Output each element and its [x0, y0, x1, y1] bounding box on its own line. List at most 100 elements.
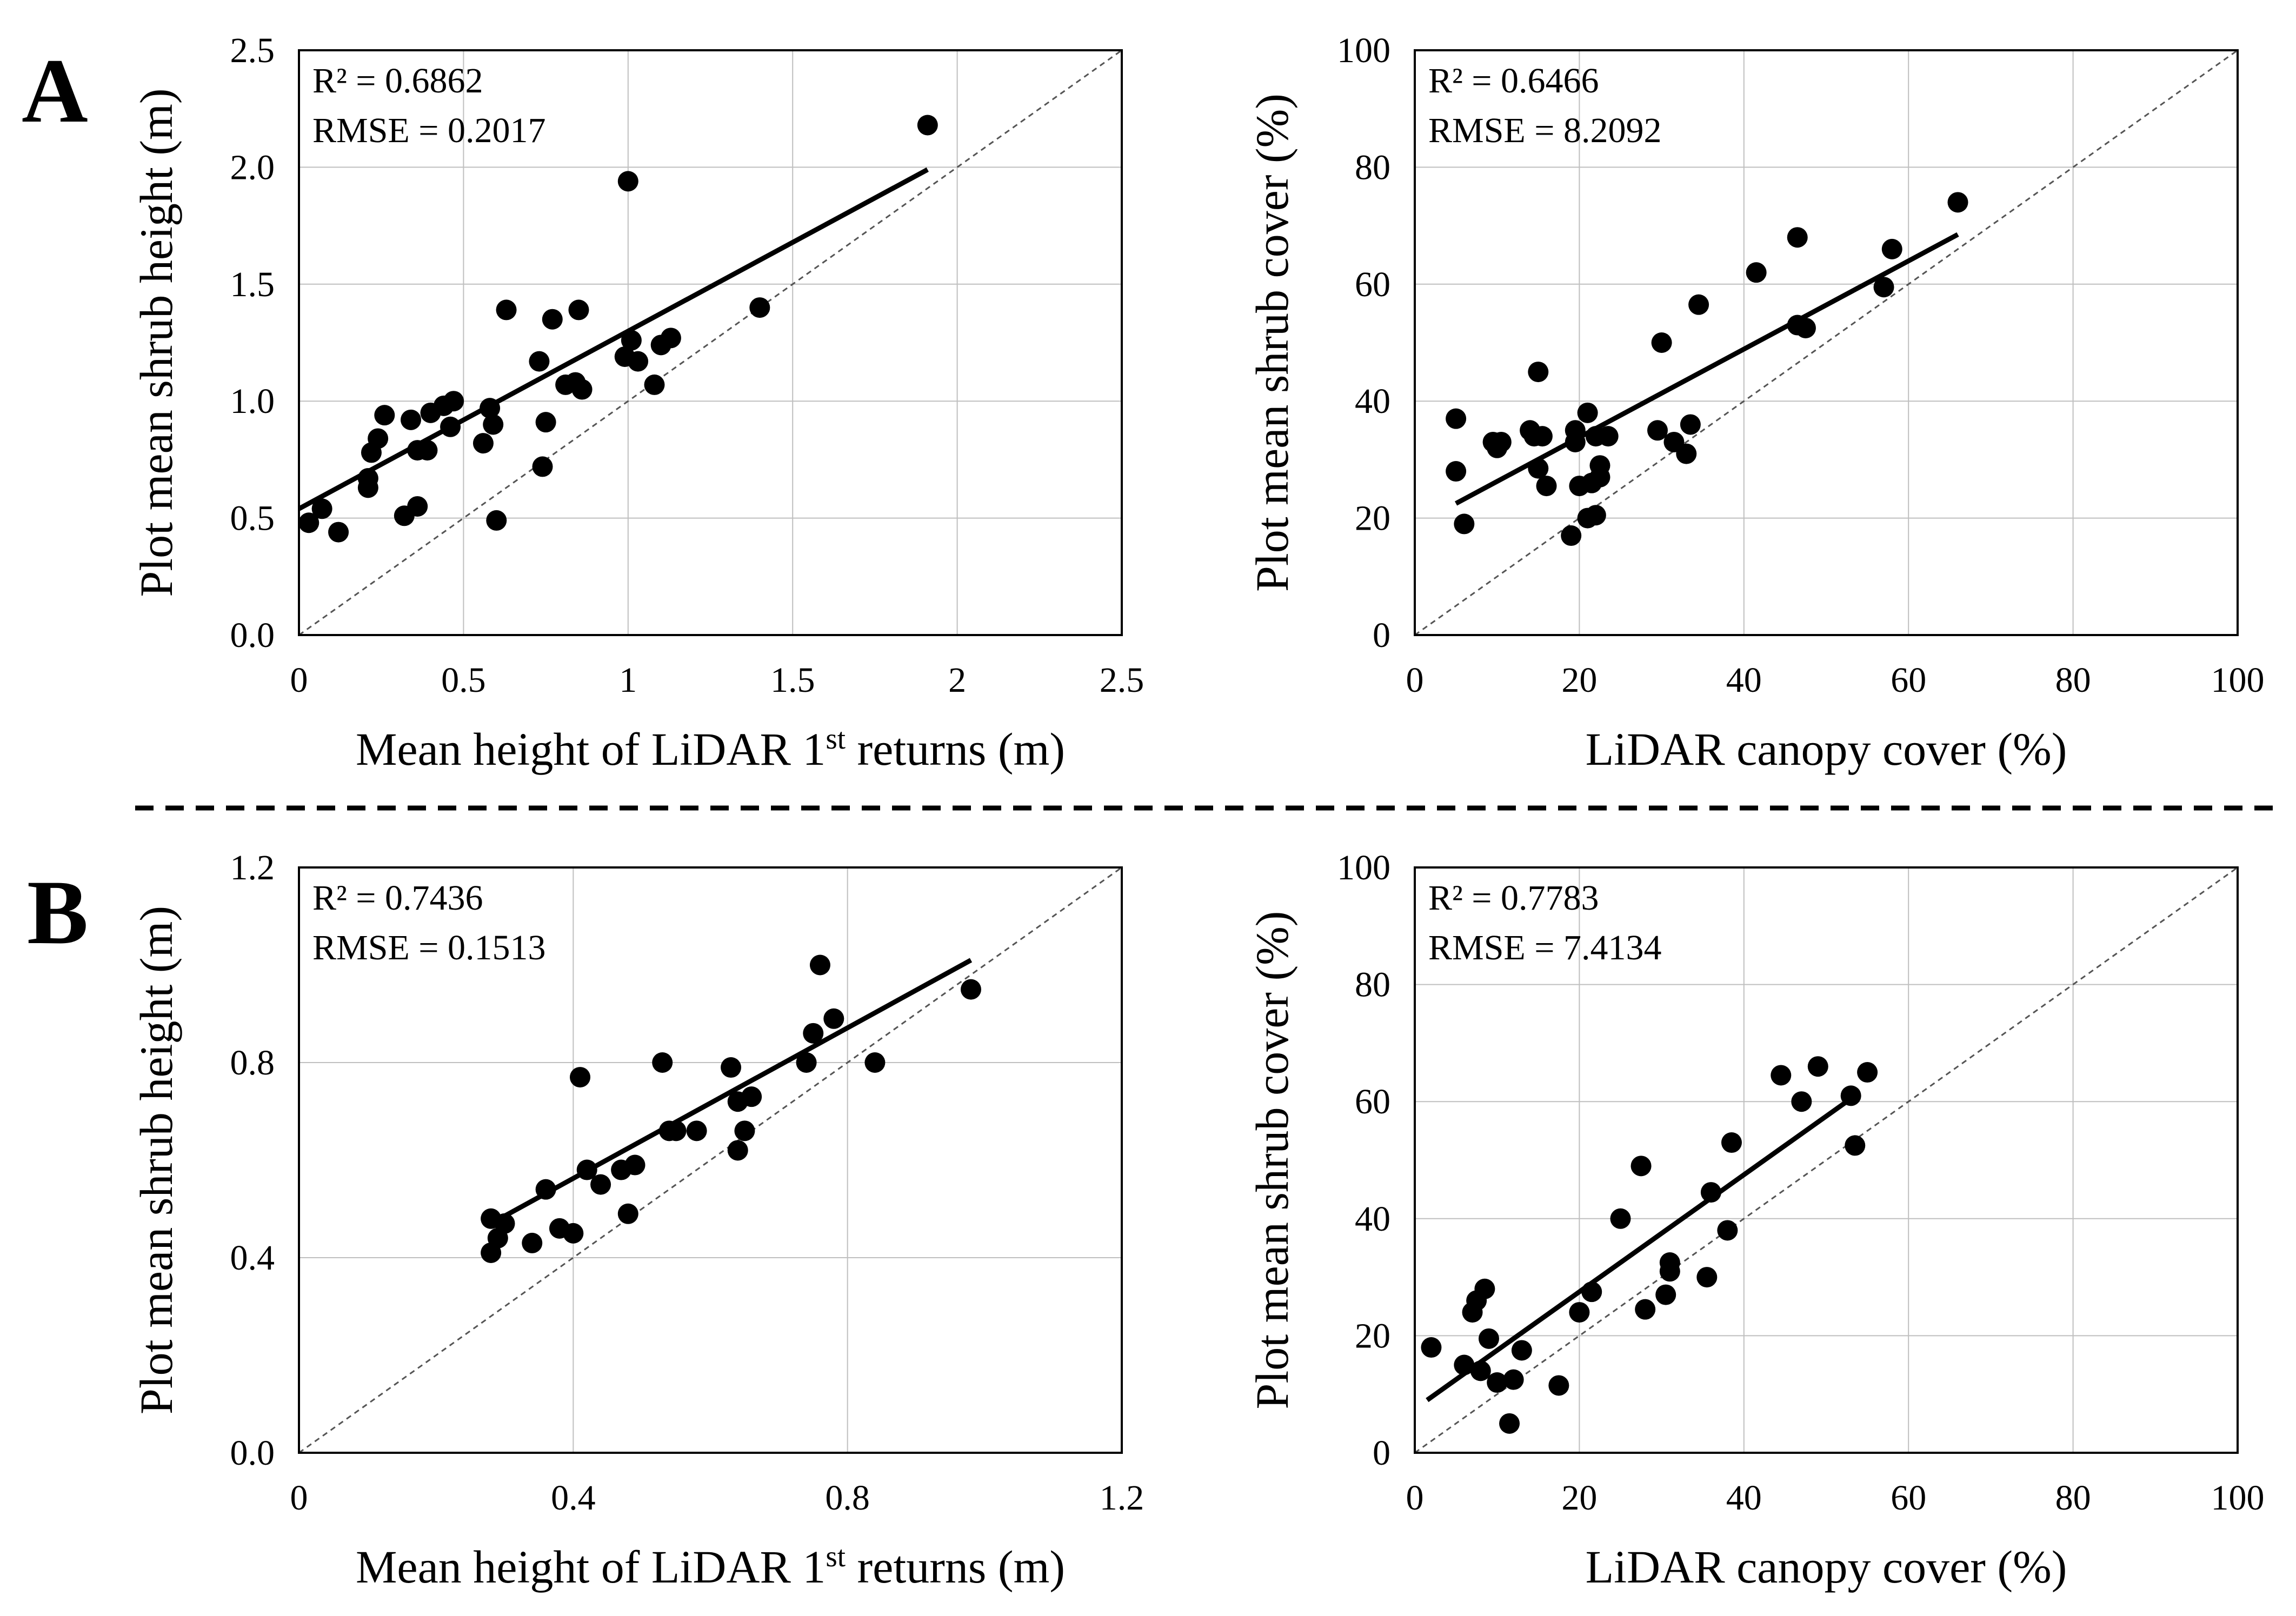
x-tick-label: 100: [2211, 1478, 2265, 1518]
identity-line: [298, 49, 1122, 636]
data-point: [1499, 1413, 1520, 1434]
data-point: [1565, 420, 1586, 441]
y-tick-label: 60: [1355, 1082, 1390, 1121]
regression-line: [1426, 1093, 1856, 1403]
data-point: [529, 351, 550, 372]
panel-label-b: B: [27, 862, 88, 963]
data-point: [535, 1179, 556, 1200]
y-tick-label: 0: [1373, 1433, 1390, 1473]
data-point: [617, 1203, 638, 1224]
r-squared-label: R² = 0.7783: [1428, 878, 1599, 918]
data-point: [535, 412, 556, 433]
data-point: [1528, 458, 1549, 479]
x-tick-label: 20: [1561, 1478, 1597, 1518]
data-point: [1548, 1375, 1569, 1396]
data-point: [483, 414, 504, 435]
data-point: [809, 954, 830, 976]
data-point: [1947, 192, 1968, 213]
chart-b-shrub-height: 0 0.4 0.8 1.2 0.0 0.4 0.8 1.2 R² = 0.7436 RMSE = …: [130, 848, 1144, 1593]
y-tick-label: 40: [1355, 382, 1390, 421]
data-point: [1610, 1208, 1631, 1229]
data-point: [803, 1023, 824, 1044]
data-point: [1746, 262, 1767, 283]
x-tick-label: 1.5: [770, 660, 815, 700]
data-point: [1421, 1337, 1442, 1358]
data-point: [570, 1067, 591, 1088]
data-point: [644, 374, 665, 395]
x-tick-label: 1.2: [1100, 1478, 1144, 1518]
data-point: [1721, 1132, 1742, 1153]
data-point: [1771, 1065, 1792, 1086]
data-point: [571, 379, 593, 400]
data-point: [734, 1120, 755, 1141]
plot-frame: [1414, 49, 2239, 636]
data-point: [563, 1223, 584, 1244]
x-tick-label: 0: [1406, 660, 1424, 700]
data-point: [864, 1052, 886, 1073]
data-point: [628, 351, 649, 372]
data-point: [1474, 1278, 1495, 1299]
regression-line: [297, 167, 929, 511]
regression-line: [489, 958, 973, 1226]
x-tick-label: 100: [2211, 660, 2265, 700]
data-point: [1631, 1156, 1652, 1177]
data-point: [328, 522, 349, 543]
data-point: [741, 1086, 762, 1107]
x-tick-label: 60: [1891, 660, 1926, 700]
x-tick-label: 60: [1891, 1478, 1926, 1518]
r-squared-label: R² = 0.7436: [312, 878, 483, 918]
x-tick-label: 0.8: [825, 1478, 870, 1518]
data-point: [1795, 317, 1816, 338]
data-point: [960, 979, 981, 1000]
data-point: [624, 1154, 645, 1176]
data-point: [652, 1052, 673, 1073]
x-tick-label: 80: [2055, 1478, 2091, 1518]
x-tick-label: 0: [1406, 1478, 1424, 1518]
data-point: [407, 496, 428, 517]
data-point: [480, 398, 501, 419]
y-tick-label: 0.8: [230, 1043, 275, 1083]
data-point: [1454, 1354, 1475, 1375]
y-axis-title: Plot mean shrub cover (%): [1246, 94, 1298, 592]
data-point: [727, 1140, 748, 1161]
y-tick-label: 80: [1355, 965, 1390, 1005]
data-point: [1446, 461, 1467, 482]
chart-a-shrub-cover: 0 20 40 60 80 100 0 20 40 60 80 100 R² = 0.6466 RMSE …: [1246, 31, 2265, 775]
data-point: [1561, 525, 1582, 546]
data-point: [1688, 294, 1709, 315]
data-point: [1503, 1369, 1524, 1390]
x-tick-label: 0: [290, 660, 308, 700]
rmse-label: RMSE = 7.4134: [1428, 928, 1661, 967]
data-point: [496, 299, 517, 320]
plot-frame: [298, 49, 1123, 636]
data-point: [568, 299, 589, 320]
panel-label-a: A: [22, 40, 88, 142]
data-point: [1700, 1182, 1721, 1203]
y-tick-label: 100: [1337, 31, 1390, 70]
data-point: [1470, 1360, 1491, 1381]
y-tick-label: 2.5: [230, 31, 275, 70]
rmse-label: RMSE = 0.2017: [312, 111, 545, 150]
r-squared-label: R² = 0.6862: [312, 61, 483, 101]
data-point: [686, 1120, 707, 1141]
data-point: [1873, 277, 1894, 298]
data-point: [1598, 426, 1619, 447]
y-tick-label: 20: [1355, 499, 1390, 538]
data-point: [721, 1057, 742, 1078]
chart-a-shrub-height: 0 0.5 1 1.5 2 2.5 0.0 0.5 1.0 1.5 2.0 2.5 R² = 0.686…: [130, 31, 1144, 775]
data-point: [522, 1232, 543, 1253]
data-point: [1581, 1281, 1602, 1303]
x-axis-title: LiDAR canopy cover (%): [1586, 723, 2067, 775]
y-tick-label: 40: [1355, 1199, 1390, 1239]
x-tick-label: 2.5: [1100, 660, 1144, 700]
data-point: [1791, 1091, 1812, 1112]
data-point: [1577, 402, 1598, 423]
data-point: [357, 468, 378, 489]
data-point: [617, 171, 638, 192]
identity-line: [1414, 49, 2238, 636]
x-tick-label: 40: [1726, 1478, 1762, 1518]
x-axis-title: Mean height of LiDAR 1st returns (m): [356, 1540, 1065, 1593]
x-tick-label: 0: [290, 1478, 308, 1518]
x-tick-label: 40: [1726, 660, 1762, 700]
